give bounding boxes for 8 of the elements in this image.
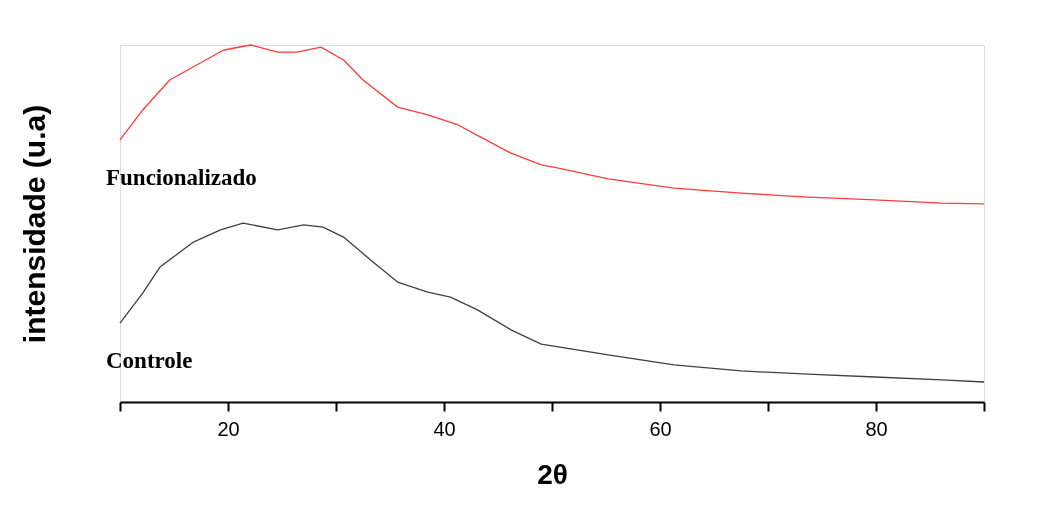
x-tick-label: 20 xyxy=(217,417,240,440)
x-tick-label: 80 xyxy=(865,417,888,440)
series-label: Controle xyxy=(106,348,193,374)
y-axis-title: intensidade (u.a) xyxy=(17,104,51,344)
series-label: Funcionalizado xyxy=(106,164,257,190)
x-tick-label: 60 xyxy=(649,417,672,440)
x-axis-title: 2θ xyxy=(537,458,568,490)
x-tick-label: 40 xyxy=(433,417,456,440)
